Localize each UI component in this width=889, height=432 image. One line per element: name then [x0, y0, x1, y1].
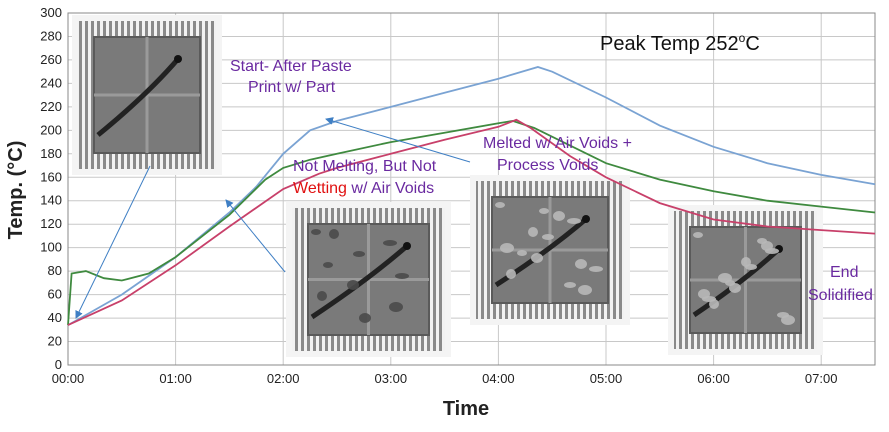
y-tick-label: 140: [40, 193, 62, 208]
x-tick-label: 05:00: [590, 371, 623, 386]
x-tick-label: 06:00: [697, 371, 730, 386]
x-tick-label: 03:00: [375, 371, 408, 386]
annotation-melted-line1: Melted w/ Air Voids +: [483, 135, 632, 152]
x-tick-label: 07:00: [805, 371, 838, 386]
x-tick-label: 02:00: [267, 371, 300, 386]
y-tick-label: 80: [48, 263, 62, 278]
y-tick-label: 260: [40, 52, 62, 67]
series-lines: [67, 66, 876, 326]
y-tick-label: 0: [55, 357, 62, 372]
series-line-3: [67, 118, 876, 326]
x-tick-label: 00:00: [52, 371, 85, 386]
xray-chip-image: [470, 175, 630, 325]
annotation-not-melting-line2: Wetting w/ Air Voids: [293, 180, 434, 197]
series-line-2: [67, 119, 876, 326]
xray-images: [72, 15, 823, 357]
annotation-start-line1: Start- After Paste: [230, 58, 352, 75]
annotation-melted-line2: Process Voids: [497, 157, 598, 174]
arrow-start: [75, 165, 151, 319]
y-tick-label: 40: [48, 310, 62, 325]
plot-frame: [67, 12, 876, 366]
y-tick-label: 60: [48, 287, 62, 302]
annotation-arrows: [75, 117, 471, 319]
series-line-1: [67, 66, 876, 326]
y-tick-label: 120: [40, 216, 62, 231]
xray-chip-image: [72, 15, 222, 175]
y-tick-label: 200: [40, 122, 62, 137]
x-tick-label: 01:00: [159, 371, 192, 386]
xray-chip-image: [286, 202, 451, 357]
axis-ticks: 0 20 40 60 80 100 120 140 160 180 200 220 240 260 280 3…: [40, 5, 837, 386]
annotation-peak-temp: Peak Temp 252oC: [600, 31, 760, 55]
x-axis-title: Time: [443, 398, 489, 420]
annotation-not-melting-line1: Not Melting, But Not: [293, 158, 437, 175]
y-tick-label: 100: [40, 240, 62, 255]
y-tick-label: 240: [40, 75, 62, 90]
y-tick-label: 20: [48, 334, 62, 349]
y-tick-label: 300: [40, 5, 62, 20]
y-axis-title: Temp. (°C): [5, 141, 27, 240]
y-tick-label: 280: [40, 28, 62, 43]
annotation-end-line2: Solidified: [808, 287, 873, 304]
xray-chip-image: [668, 205, 823, 355]
annotation-end-line1: End: [830, 264, 858, 281]
y-tick-label: 160: [40, 169, 62, 184]
arrow-not-melting: [225, 199, 286, 273]
y-tick-label: 180: [40, 146, 62, 161]
annotation-start-line2: Print w/ Part: [248, 79, 336, 96]
y-tick-label: 220: [40, 99, 62, 114]
x-tick-label: 04:00: [482, 371, 515, 386]
arrow-melted: [325, 117, 471, 163]
